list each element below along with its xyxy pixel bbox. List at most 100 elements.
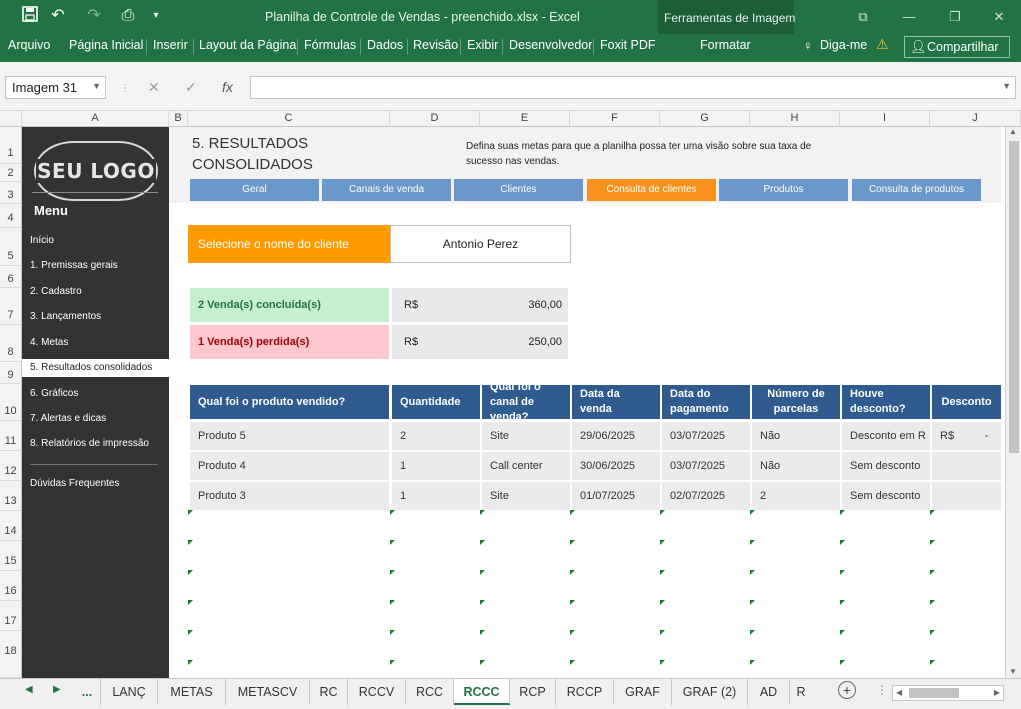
col-header-b[interactable]: B [169,111,188,127]
scroll-left-icon[interactable]: ◀ [896,688,903,697]
row-header[interactable]: 12 [0,451,22,481]
nav-button-canais[interactable]: Canais de venda [322,179,451,201]
print-preview-icon[interactable]: ⎙ [121,7,135,24]
sheet-tab[interactable]: LANÇ [101,679,158,705]
row-header[interactable]: 13 [0,481,22,511]
close-icon[interactable]: ✕ [993,9,1005,24]
table-cell[interactable]: Produto 4 [190,452,389,480]
nav-button-consulta-clientes[interactable]: Consulta de clientes [587,179,716,201]
splitter-icon[interactable]: ⋮ [876,683,888,697]
table-cell[interactable]: Produto 5 [190,422,389,450]
row-header[interactable]: 4 [0,204,22,228]
sidebar-item-metas[interactable]: 4. Metas [30,337,69,348]
sidebar-item-inicio[interactable]: Início [30,235,54,246]
row-header[interactable]: 2 [0,164,22,182]
table-cell[interactable]: R$ - [932,422,1001,450]
scroll-thumb[interactable] [1009,141,1019,453]
table-cell[interactable]: Desconto em R [842,422,930,450]
tab-revisao[interactable]: Revisão [413,38,459,52]
undo-icon[interactable]: ↶ [51,7,65,24]
col-header-e[interactable]: E [480,111,570,127]
col-header-f[interactable]: F [570,111,660,127]
sheet-tab[interactable]: GRAF [614,679,672,705]
nav-button-clientes[interactable]: Clientes [454,179,583,201]
row-header[interactable]: 11 [0,421,22,451]
scroll-right-icon[interactable]: ▶ [993,688,1000,697]
table-cell[interactable]: 03/07/2025 [662,422,750,450]
sidebar-item-relatorios[interactable]: 8. Relatórios de impressão [30,438,149,449]
sheet-tab[interactable]: METAS [158,679,226,705]
share-button[interactable]: 👤︎ Compartilhar [904,36,1010,58]
row-header[interactable]: 6 [0,266,22,288]
scroll-down-icon[interactable]: ▼ [1009,667,1017,676]
table-cell[interactable]: 2 [392,422,480,450]
nav-button-geral[interactable]: Geral [190,179,319,201]
minimize-icon[interactable]: — [902,9,916,24]
tab-formulas[interactable]: Fórmulas [304,38,357,52]
row-header[interactable]: 15 [0,541,22,571]
client-select-input[interactable]: Antonio Perez [390,225,571,263]
tab-inserir[interactable]: Inserir [153,38,188,52]
col-header-a[interactable]: A [22,111,169,127]
ribbon-display-icon[interactable]: ⧉ [858,9,868,24]
tab-pagina-inicial[interactable]: Página Inicial [69,38,144,52]
table-cell[interactable]: 29/06/2025 [572,422,660,450]
add-sheet-icon[interactable]: + [838,681,856,699]
nav-button-produtos[interactable]: Produtos [719,179,848,201]
table-cell[interactable]: Produto 3 [190,482,389,510]
row-header[interactable]: 3 [0,182,22,204]
formula-input[interactable]: ▼ [250,76,1016,99]
table-cell[interactable] [932,452,1001,480]
table-cell[interactable]: 01/07/2025 [572,482,660,510]
col-header-i[interactable]: I [840,111,930,127]
redo-icon[interactable]: ↷ [87,7,101,24]
nav-button-consulta-produtos[interactable]: Consulta de produtos [852,179,981,201]
customize-toolbar-icon[interactable]: ▾ [153,10,159,21]
row-header[interactable]: 5 [0,228,22,266]
sheet-tab[interactable]: R [796,685,806,699]
col-header-h[interactable]: H [750,111,840,127]
sidebar-item-duvidas[interactable]: Dúvidas Frequentes [30,478,120,489]
sheet-tab[interactable]: RCCV [348,679,406,705]
table-cell[interactable]: 1 [392,452,480,480]
sheet-tab-active[interactable]: RCCC [454,679,510,705]
table-cell[interactable]: Sem desconto [842,482,930,510]
select-all-corner[interactable] [0,111,22,127]
prev-sheet-icon[interactable]: ◀ [25,684,33,695]
tab-exibir[interactable]: Exibir [467,38,499,52]
cancel-icon[interactable]: ✕ [148,79,160,95]
col-header-g[interactable]: G [660,111,750,127]
tab-formatar[interactable]: Formatar [700,38,751,52]
row-header[interactable]: 9 [0,362,22,384]
table-cell[interactable]: Site [482,422,570,450]
sheet-tab[interactable]: RC [310,679,348,705]
vertical-scrollbar[interactable]: ▲ ▼ [1005,127,1021,678]
row-header[interactable]: 16 [0,571,22,601]
sheet-tab[interactable]: RCC [406,679,454,705]
table-cell[interactable] [932,482,1001,510]
table-cell[interactable]: Site [482,482,570,510]
sheet-tab[interactable]: AD [748,679,790,705]
table-cell[interactable]: Call center [482,452,570,480]
col-header-d[interactable]: D [390,111,480,127]
horizontal-scrollbar[interactable]: ◀ ▶ [892,685,1004,701]
col-header-c[interactable]: C [188,111,390,127]
row-header[interactable]: 10 [0,384,22,421]
tab-layout[interactable]: Layout da Página [199,38,297,52]
row-header[interactable]: 14 [0,511,22,541]
insert-function-icon[interactable]: fx [222,79,233,95]
tell-me-search[interactable]: Diga-me [820,38,868,52]
row-header[interactable]: 17 [0,601,22,631]
sidebar-item-premissas[interactable]: 1. Premissas gerais [30,260,118,271]
restore-icon[interactable]: ❐ [949,9,961,24]
tab-dados[interactable]: Dados [367,38,404,52]
tab-desenvolvedor[interactable]: Desenvolvedor [509,38,593,52]
sidebar-item-alertas[interactable]: 7. Alertas e dicas [30,413,107,424]
table-cell[interactable]: 02/07/2025 [662,482,750,510]
sheet-tab[interactable]: GRAF (2) [672,679,748,705]
sidebar-item-cadastro[interactable]: 2. Cadastro [30,286,82,297]
sidebar-item-resultados[interactable]: 5. Resultados consolidados [22,359,169,377]
tab-arquivo[interactable]: Arquivo [8,38,51,52]
scroll-up-icon[interactable]: ▲ [1009,127,1017,136]
save-icon[interactable] [20,6,40,26]
